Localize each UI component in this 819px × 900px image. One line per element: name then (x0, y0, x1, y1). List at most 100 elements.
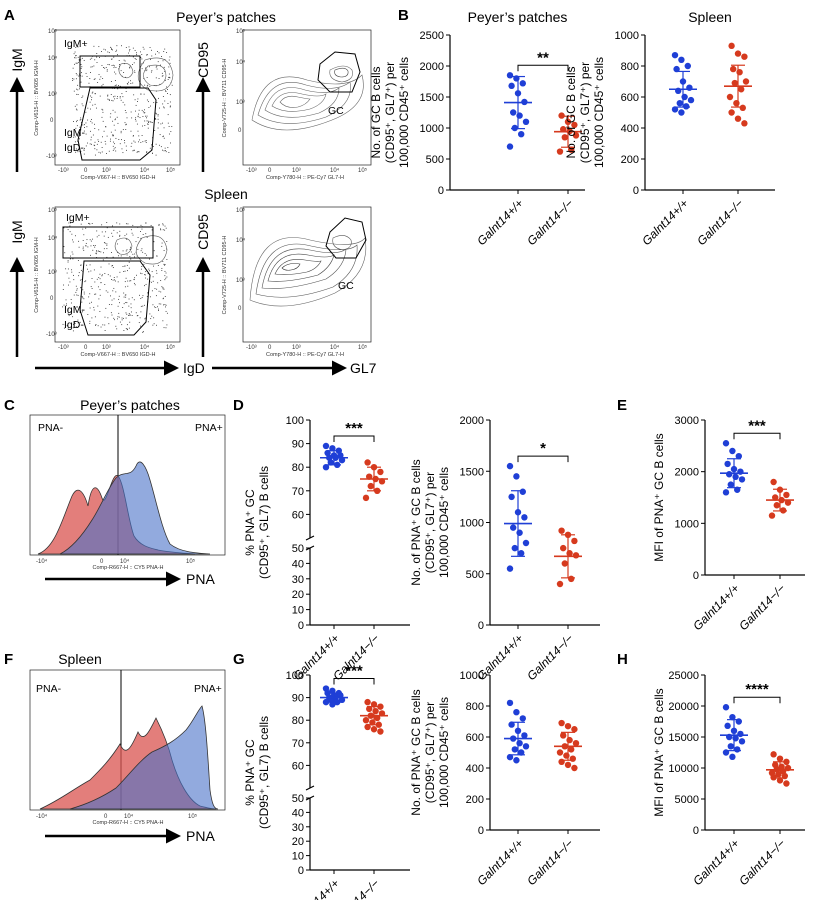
data-point (733, 100, 740, 107)
gate-igm-neg (77, 87, 157, 161)
event-dot (89, 322, 91, 324)
label-pna-neg: PNA- (36, 683, 62, 695)
data-point (367, 482, 374, 490)
y-tick-label: 200 (621, 154, 639, 166)
event-dot (73, 279, 75, 281)
density-contour (135, 235, 168, 265)
event-dot (151, 290, 153, 292)
event-dot (72, 253, 74, 255)
label-pna-pos: PNA+ (195, 422, 223, 434)
event-dot (76, 306, 78, 308)
y-tick-label: 800 (466, 701, 484, 713)
event-dot (78, 73, 80, 75)
data-point (377, 728, 384, 735)
event-dot (109, 140, 111, 142)
event-dot (140, 272, 142, 274)
event-dot (114, 119, 116, 121)
event-dot (135, 104, 137, 106)
event-dot (143, 62, 144, 64)
data-point (735, 452, 742, 460)
y-tick-label: 0 (693, 825, 699, 837)
data-point (516, 529, 523, 536)
event-dot (156, 288, 158, 290)
event-dot (135, 58, 137, 60)
event-dot (146, 120, 148, 122)
event-dot (94, 148, 96, 150)
event-dot (81, 279, 83, 281)
event-dot (105, 126, 107, 128)
event-dot (124, 286, 126, 288)
y-axis-label: (CD95⁺, GL7⁺) per (423, 472, 437, 573)
channel-label-pna-spleen: Comp-R667-H :: CY5 PNA-H (93, 820, 164, 826)
gate-label-gc: GC (338, 280, 354, 292)
event-dot (81, 97, 83, 98)
event-dot (135, 312, 137, 314)
channel-label-igm-spleen: Comp-V615-H :: BV605 IGM-H (34, 237, 40, 313)
event-dot (165, 304, 167, 306)
data-point (510, 524, 517, 531)
event-dot (80, 117, 82, 119)
event-dot (158, 52, 160, 54)
event-dot (149, 66, 150, 68)
event-dot (144, 84, 146, 86)
y-tick-label: 1000 (460, 518, 484, 530)
event-dot (151, 55, 153, 57)
y-axis-label: (CD95⁺, GL7⁺) per (578, 62, 592, 163)
density-contour (249, 237, 367, 307)
event-dot (168, 76, 170, 78)
event-dot (164, 225, 166, 227)
event-dot (79, 321, 81, 323)
event-dot (73, 53, 75, 55)
y-tick-label: 1500 (460, 466, 484, 478)
event-dot (137, 130, 139, 132)
event-dot (139, 139, 141, 141)
event-dot (64, 252, 66, 254)
event-dot (114, 118, 116, 120)
event-dot (78, 275, 80, 277)
tick-label: 10³ (236, 278, 245, 284)
y-tick-label: 15000 (668, 732, 699, 744)
data-point (681, 93, 688, 101)
x-category-label: Galnt14+/+ (639, 196, 691, 248)
event-dot (77, 260, 79, 261)
data-point (724, 722, 731, 730)
event-dot (155, 117, 156, 119)
y-tick-label: 40 (292, 807, 304, 819)
y-axis-label: (CD95⁺, GL7) B cells (257, 716, 271, 829)
event-dot (89, 307, 91, 309)
event-dot (157, 306, 158, 308)
event-dot (144, 140, 146, 142)
event-dot (152, 324, 154, 326)
tick-label: -10³ (58, 345, 69, 351)
event-dot (130, 248, 132, 250)
event-dot (141, 135, 143, 136)
event-dot (163, 127, 165, 129)
event-dot (76, 74, 78, 76)
x-category-label: Galnt14−/− (524, 836, 576, 888)
event-dot (146, 69, 148, 71)
event-dot (116, 116, 118, 118)
event-dot (74, 51, 76, 53)
event-dot (112, 64, 114, 66)
event-dot (160, 229, 162, 231)
event-dot (116, 45, 118, 47)
event-dot (158, 308, 159, 310)
event-dot (63, 246, 65, 248)
event-dot (134, 277, 136, 279)
event-dot (69, 258, 71, 260)
tick-label: 10⁴ (48, 235, 58, 242)
event-dot (65, 299, 67, 301)
event-dot (142, 116, 144, 117)
event-dot (118, 139, 120, 140)
cd95-axis-label-bottom: CD95 (195, 214, 211, 250)
event-dot (107, 236, 109, 238)
event-dot (106, 248, 108, 250)
event-dot (77, 319, 79, 321)
event-dot (72, 239, 73, 241)
event-dot (128, 267, 130, 269)
event-dot (114, 85, 116, 87)
data-point (724, 460, 731, 468)
event-dot (73, 90, 75, 92)
data-point (571, 764, 578, 772)
event-dot (81, 309, 83, 311)
